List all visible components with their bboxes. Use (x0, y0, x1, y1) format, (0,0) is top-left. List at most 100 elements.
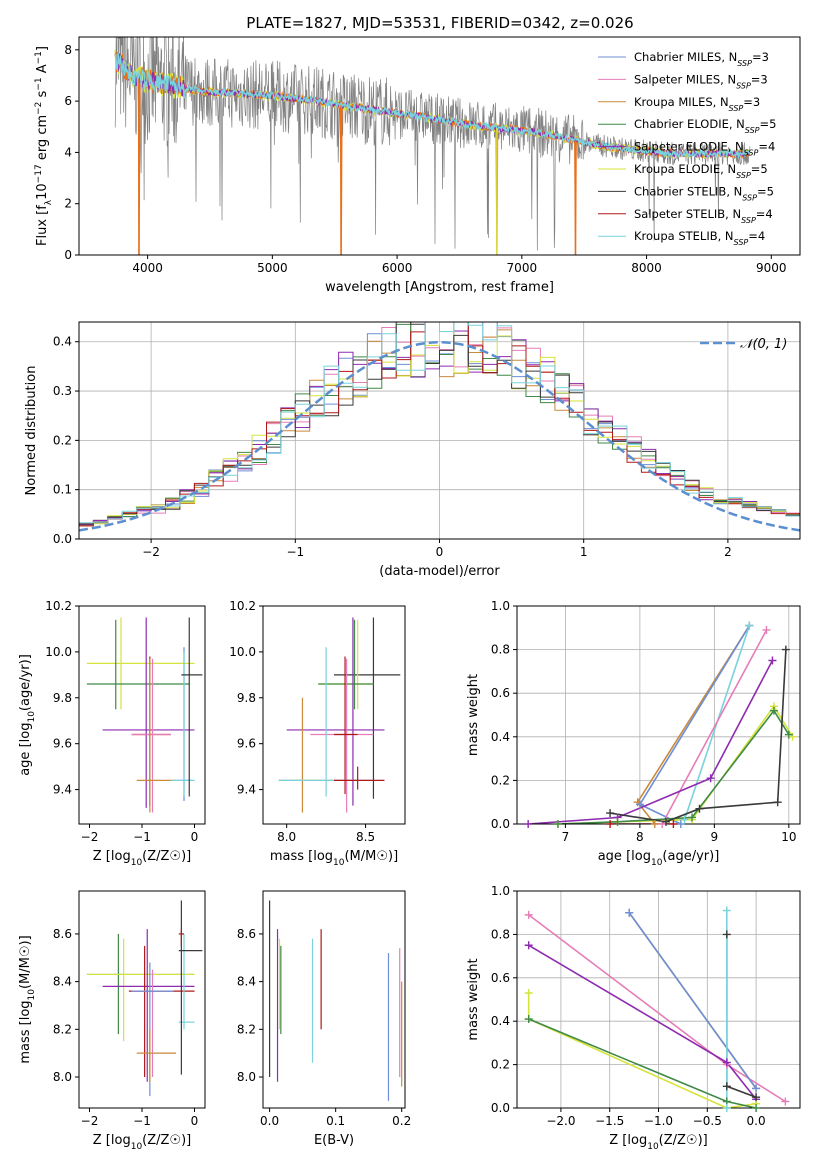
y-tick-label: 0.4 (491, 1014, 510, 1028)
y-tick-label: 8.2 (237, 1022, 256, 1036)
point-marker (752, 1104, 761, 1112)
x-tick-label: 0.1 (326, 1114, 345, 1128)
x-axis-label: Z [log10(Z/Z☉)] (93, 849, 191, 868)
series-chabrier-miles (638, 625, 751, 824)
figure-title: PLATE=1827, MJD=53531, FIBERID=0342, z=0… (246, 14, 633, 32)
y-tick-label: 6 (64, 94, 72, 108)
point-marker (606, 820, 615, 828)
panel-spectrum: 4000 5000 6000 7000 8000 9000 0 2 4 6 8 wavelength … (34, 36, 801, 295)
x-axis-label: Z [log10(Z/Z☉)] (609, 1133, 707, 1152)
y-tick-label: 8.2 (53, 1022, 72, 1036)
legend-entry: Chabrier ELODIE, NSSP=5 (634, 117, 776, 135)
histogram-kroupa-stelib (79, 322, 800, 524)
x-tick-label: −1.0 (644, 1114, 673, 1128)
y-tick-label: 0.2 (491, 1058, 510, 1072)
y-tick-label: 0.4 (53, 335, 72, 349)
legend-entry: Chabrier STELIB, NSSP=5 (634, 184, 774, 202)
y-tick-label: 0.3 (53, 384, 72, 398)
x-tick-label: 8.5 (356, 830, 375, 844)
y-axis-label: Normed distribution (24, 366, 39, 496)
point-marker (768, 656, 777, 665)
axes-frame (262, 890, 406, 1109)
legend-entry: Kroupa MILES, NSSP=3 (634, 95, 760, 113)
point-marker (524, 910, 533, 919)
x-axis-label: (data-model)/error (379, 564, 500, 579)
x-tick-label: 0 (191, 1114, 199, 1128)
panel-mass-vs-EBV: 0.0 0.1 0.2 8.0 8.2 8.4 8.6 E(B-V) (237, 890, 411, 1148)
point-marker (635, 800, 644, 809)
point-marker (722, 1104, 731, 1112)
y-tick-label: 4 (64, 145, 72, 159)
point-marker (613, 817, 622, 826)
series-chabrier-elodie (528, 1018, 757, 1108)
x-tick-label: 8 (636, 830, 644, 844)
y-tick-label: 8.4 (237, 975, 256, 989)
series-salpeter-miles (528, 914, 786, 1103)
point-marker (606, 809, 615, 818)
y-tick-label: 9.4 (53, 783, 72, 797)
y-tick-label: 9.6 (53, 737, 72, 751)
point-marker (773, 798, 782, 807)
y-tick-label: 1.0 (491, 599, 510, 613)
y-tick-label: 9.8 (237, 691, 256, 705)
x-tick-label: 1 (580, 545, 588, 559)
point-marker (769, 706, 778, 715)
y-axis-label: Flux [fλ10−17 erg cm−2 s−1 A−1] (34, 46, 54, 246)
x-tick-label: 0 (191, 830, 199, 844)
model-cyan (114, 52, 751, 160)
x-tick-label: −2 (142, 545, 160, 559)
legend-entry: Salpeter MILES, NSSP=3 (634, 72, 768, 90)
series-kroupa-elodie (557, 704, 794, 824)
x-tick-label: 7000 (507, 261, 538, 275)
x-tick-label: 2 (724, 545, 732, 559)
series-chabrier-stelib (726, 934, 757, 1098)
point-marker (553, 820, 562, 828)
x-tick-label: 4000 (132, 261, 163, 275)
series-salpeter-elodie (528, 660, 774, 824)
x-tick-label: 0.0 (260, 1114, 279, 1128)
y-tick-label: 10.2 (45, 599, 72, 613)
plot-area (517, 891, 800, 1108)
y-tick-label: 0.1 (53, 483, 72, 497)
series-kroupa-elodie (527, 993, 757, 1108)
y-tick-label: 9.4 (237, 783, 256, 797)
axes-frame (78, 890, 206, 1109)
y-tick-label: 10.2 (229, 599, 256, 613)
series-salpeter-elodie (528, 944, 757, 1100)
point-marker (669, 820, 678, 828)
histogram-salpeter-stelib (79, 322, 800, 527)
y-tick-label: 0.4 (491, 730, 510, 744)
point-marker (762, 625, 771, 634)
point-marker (752, 1084, 761, 1093)
series-chabrier-elodie (557, 709, 790, 824)
point-marker (745, 621, 754, 630)
axes-frame (262, 605, 406, 825)
y-tick-label: 0.2 (53, 433, 72, 447)
point-marker (524, 941, 533, 950)
spectrum-legend: Chabrier MILES, NSSP=3 Salpeter MILES, NS… (598, 50, 776, 247)
point-marker (784, 730, 793, 739)
x-axis-label: E(B-V) (314, 1133, 354, 1148)
series-chabrier-stelib (609, 649, 787, 823)
y-tick-label: 9.6 (237, 737, 256, 751)
x-tick-label: 0.2 (392, 1114, 411, 1128)
x-tick-label: −1 (286, 545, 304, 559)
plot-area (86, 617, 203, 813)
x-tick-label: 0.0 (747, 1114, 766, 1128)
plot-area (517, 606, 800, 824)
legend-entry: Salpeter ELODIE, NSSP=4 (634, 140, 775, 158)
y-axis-label: mass weight (466, 958, 481, 1040)
panel-age-vs-Z: −2 −1 0 9.4 9.6 9.8 10.0 10.2 Z [log10(Z/Z☉)] age… (18, 599, 206, 868)
y-tick-label: 0.8 (491, 643, 510, 657)
y-tick-label: 0.0 (53, 532, 72, 546)
panel-massweight-vs-age: 7 8 9 10 0.0 0.2 0.4 0.6 0.8 1.0 age [log10(age/yr… (466, 599, 801, 868)
panel-mass-vs-Z: −2 −1 0 8.0 8.2 8.4 8.6 Z [log10(Z/Z☉)] mass [lo… (18, 890, 206, 1152)
y-tick-label: 8.6 (53, 927, 72, 941)
point-marker (781, 1097, 790, 1106)
x-tick-label: −1.5 (595, 1114, 624, 1128)
panel-massweight-vs-Z: −2.0 −1.5 −1.0 −0.5 0.0 0.0 0.2 0.4 0.6 0.8 1.0 Z [… (466, 884, 801, 1152)
x-tick-label: 5000 (257, 261, 288, 275)
point-marker (661, 817, 670, 826)
legend-entry: 𝒩(0, 1) (740, 337, 787, 352)
